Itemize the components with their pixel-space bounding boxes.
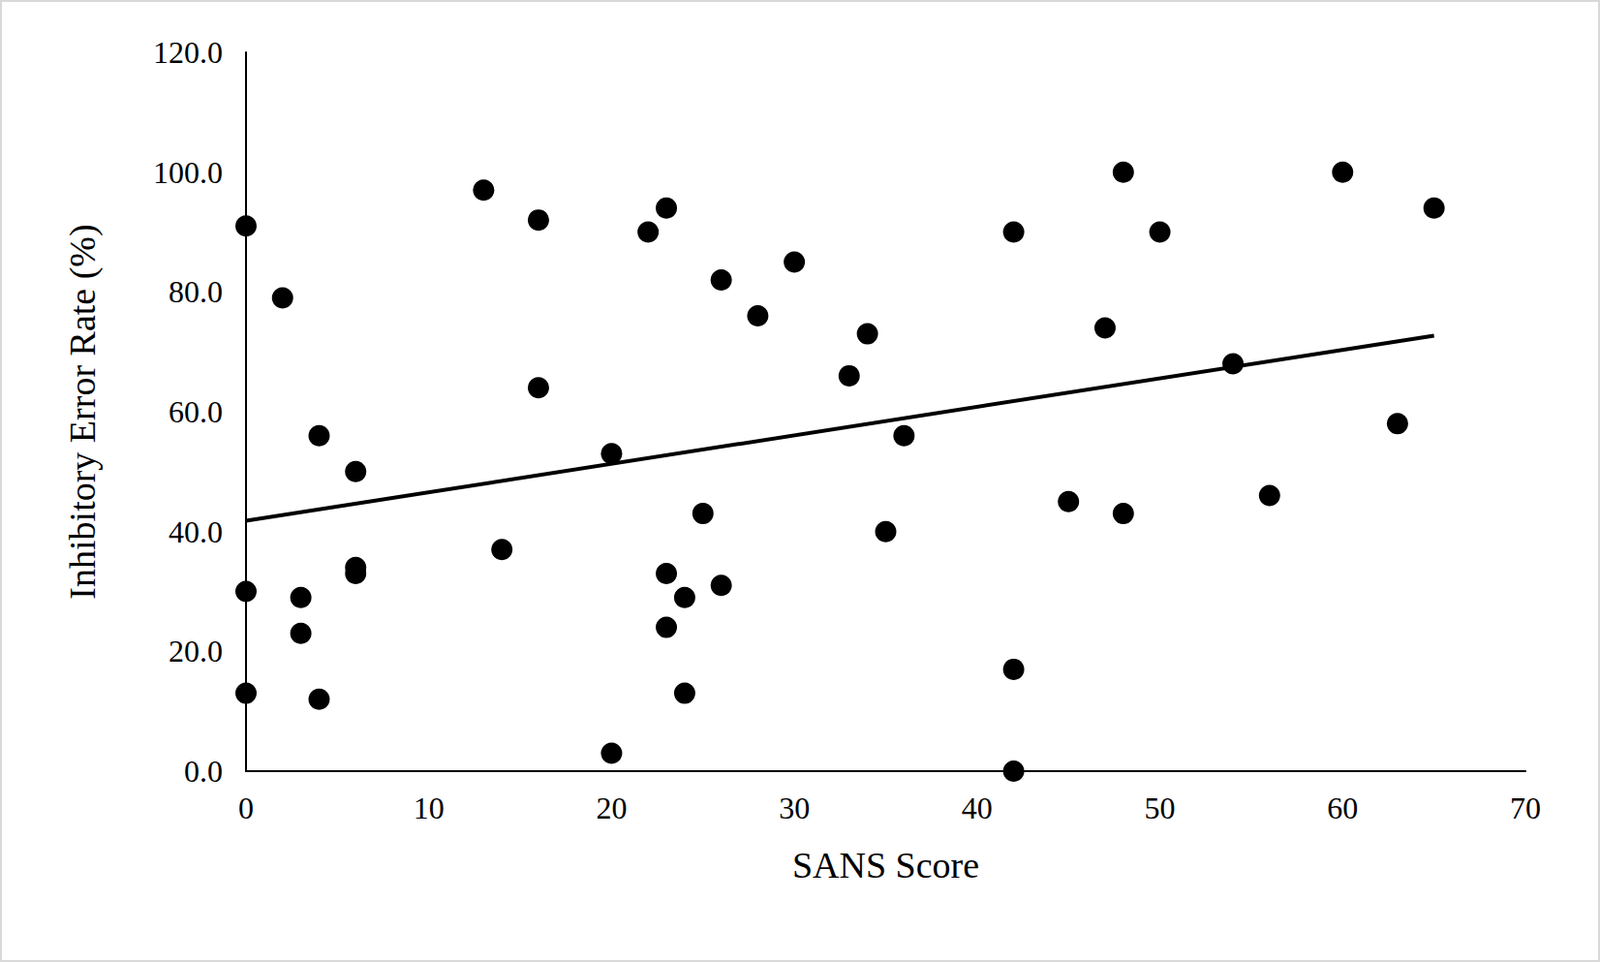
- svg-text:40.0: 40.0: [168, 514, 223, 550]
- svg-text:60: 60: [1326, 790, 1358, 826]
- svg-text:0.0: 0.0: [184, 753, 223, 789]
- svg-text:SANS Score: SANS Score: [792, 844, 980, 886]
- svg-text:20: 20: [595, 790, 627, 826]
- svg-text:70: 70: [1509, 790, 1541, 826]
- svg-text:30: 30: [778, 790, 810, 826]
- svg-text:10: 10: [413, 790, 445, 826]
- svg-text:0: 0: [238, 790, 254, 826]
- svg-text:20.0: 20.0: [168, 633, 223, 669]
- svg-text:40: 40: [961, 790, 993, 826]
- svg-text:100.0: 100.0: [153, 154, 223, 190]
- svg-text:50: 50: [1144, 790, 1176, 826]
- svg-text:60.0: 60.0: [168, 394, 223, 430]
- svg-text:120.0: 120.0: [153, 34, 223, 70]
- svg-text:80.0: 80.0: [168, 274, 223, 309]
- svg-text:Inhibitory Error Rate (%): Inhibitory Error Rate (%): [61, 223, 104, 599]
